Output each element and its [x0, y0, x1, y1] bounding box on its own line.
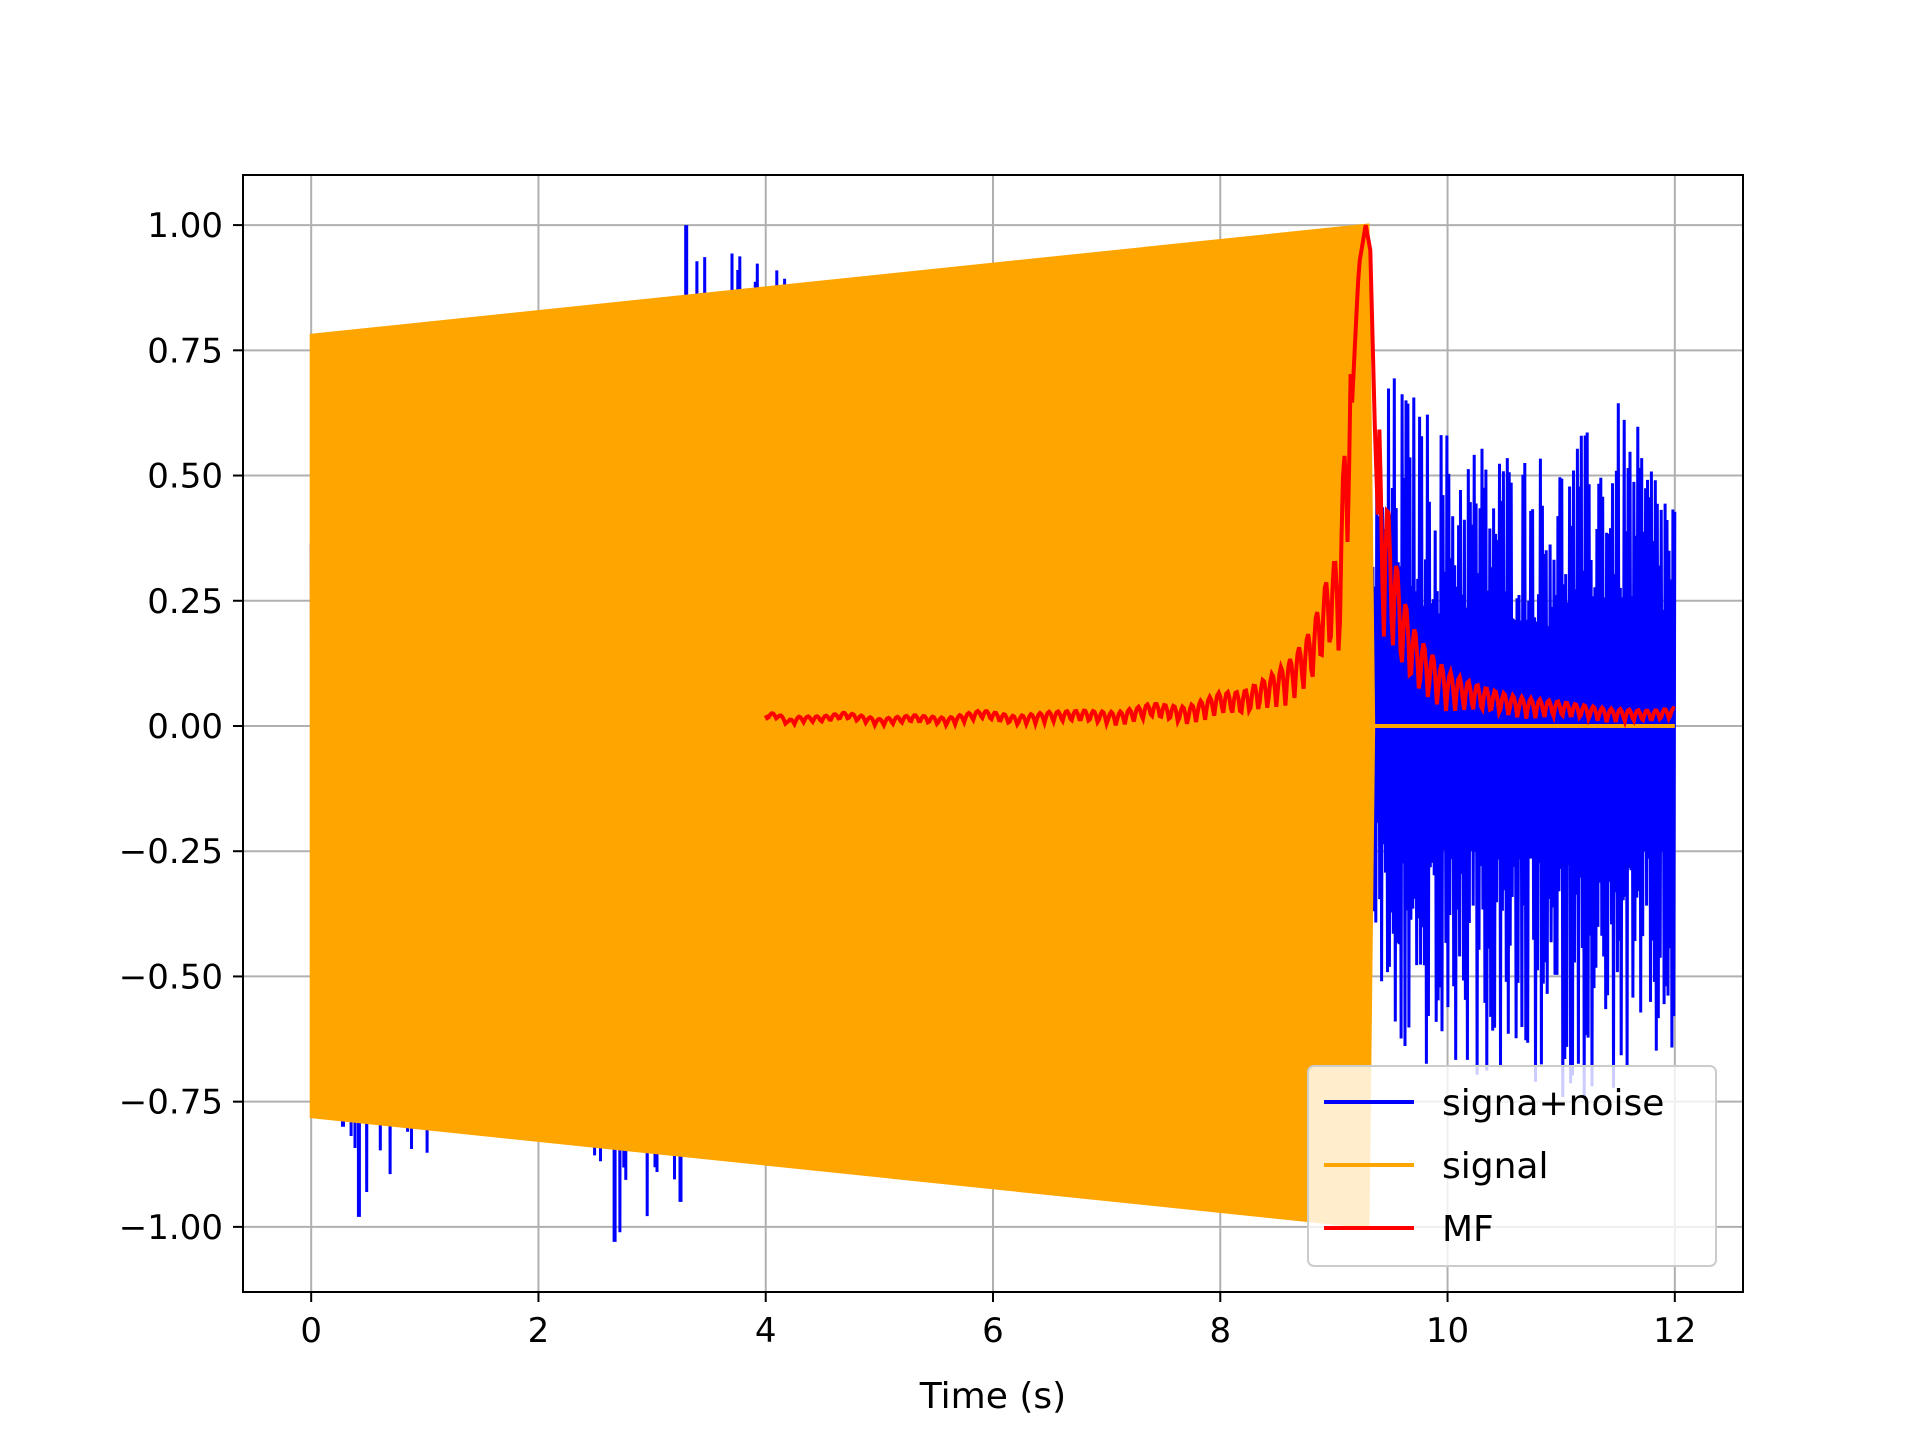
x-tick-label-0: 0	[300, 1311, 322, 1351]
y-tick-label-2: 0.50	[147, 457, 223, 497]
legend: signa+noise signal MF	[1307, 1065, 1717, 1267]
y-tick-label-8: −1.00	[119, 1208, 223, 1248]
legend-box	[1307, 1065, 1717, 1267]
y-axis: 1.00 0.75 0.50 0.25 0.00 −0.25 −0.50 −0.75 −1.00	[119, 206, 243, 1248]
x-tick-label-2: 4	[755, 1311, 777, 1351]
legend-label-1: signal	[1442, 1146, 1549, 1187]
y-tick-label-1: 0.75	[147, 331, 223, 371]
y-tick-label-7: −0.75	[119, 1083, 223, 1123]
plot-area	[309, 223, 1677, 1242]
x-tick-label-1: 2	[528, 1311, 550, 1351]
series-signal-area	[309, 223, 1376, 1229]
x-tick-label-6: 12	[1653, 1311, 1696, 1351]
y-tick-label-4: 0.00	[147, 707, 223, 747]
legend-label-2: MF	[1442, 1209, 1494, 1250]
y-tick-label-0: 1.00	[147, 206, 223, 246]
y-tick-label-3: 0.25	[147, 582, 223, 622]
x-tick-label-3: 6	[982, 1311, 1004, 1351]
y-tick-label-6: −0.50	[119, 957, 223, 997]
y-tick-label-5: −0.25	[119, 832, 223, 872]
x-axis-label: Time (s)	[919, 1376, 1066, 1417]
x-tick-label-4: 8	[1209, 1311, 1231, 1351]
x-tick-label-5: 10	[1426, 1311, 1469, 1351]
legend-label-0: signa+noise	[1442, 1083, 1664, 1124]
x-axis: 0 2 4 6 8 10 12	[300, 1292, 1696, 1351]
series-mf-line	[763, 224, 1676, 731]
